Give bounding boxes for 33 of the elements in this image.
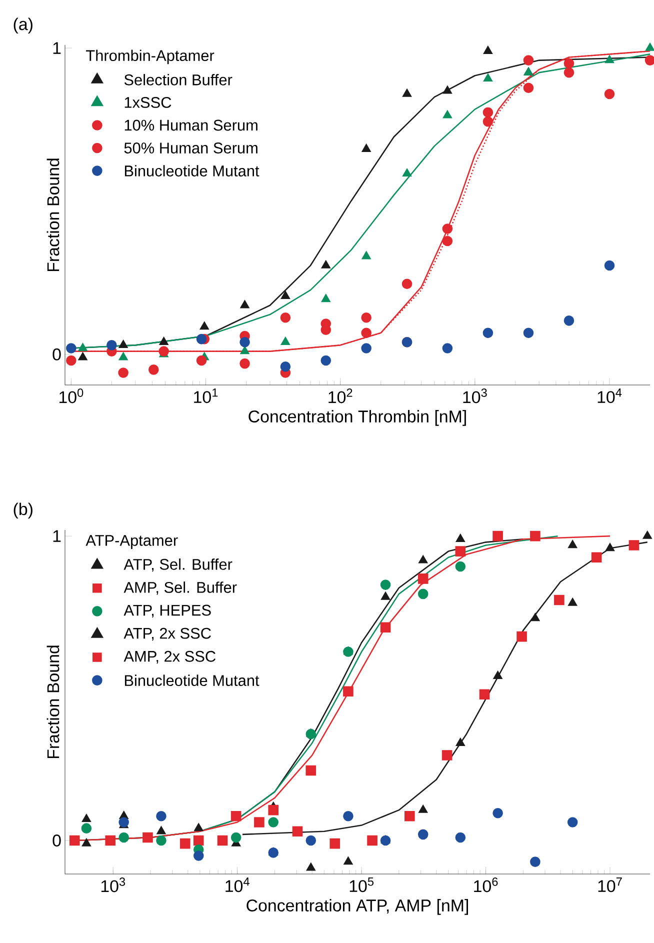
legend-label: AMP, 2x SSC <box>124 650 216 664</box>
x-tick-label: 10$^{4}$ <box>226 878 250 892</box>
legend-label: ATP, HEPES <box>124 604 211 618</box>
legend-title: Thrombin-Aptamer <box>86 50 214 64</box>
x-tick-label: 10$^{6}$ <box>474 878 498 892</box>
x-tick-label: 10$^{7}$ <box>598 878 622 892</box>
legend-label: AMP, Sel. Buffer <box>124 582 237 595</box>
x-tick-label: 10$^{3}$ <box>101 878 126 892</box>
x-tick-label: 10$^{3}$ <box>463 388 487 404</box>
legend-label: 1xSSC <box>124 96 172 108</box>
legend-label: Selection Buffer <box>124 74 232 86</box>
legend-label: 50% Human Serum <box>124 142 258 154</box>
x-tick-label: 10$^{4}$ <box>598 388 622 404</box>
y-tick-label: 0 <box>52 348 61 360</box>
legend-label: Binucleotide Mutant <box>124 674 260 686</box>
x-axis-title: Concentration Thrombin [nM] <box>248 410 466 426</box>
y-axis-title: Fraction Bound <box>46 158 60 272</box>
x-tick-label: 10$^{1}$ <box>194 388 218 404</box>
y-tick-label: 1 <box>53 530 61 542</box>
legend-label: ATP, 2x SSC <box>124 628 211 641</box>
legend-title: ATP-Aptamer <box>86 535 178 549</box>
x-tick-label: 10$^{2}$ <box>328 388 352 404</box>
chart-title: (a) <box>14 18 32 34</box>
x-tick-label: 10$^{0}$ <box>59 388 84 404</box>
x-tick-label: 10$^{5}$ <box>350 878 374 892</box>
legend-label: Binucleotide Mutant <box>124 165 260 176</box>
x-axis-title: Concentration ATP, AMP [nM] <box>246 899 468 915</box>
chart-title: (b) <box>14 502 32 518</box>
y-tick-label: 0 <box>52 834 61 847</box>
y-tick-label: 1 <box>53 42 61 54</box>
legend-label: ATP, Sel. Buffer <box>124 558 232 572</box>
legend-label: 10% Human Serum <box>124 120 258 131</box>
y-axis-title: Fraction Bound <box>46 646 60 758</box>
